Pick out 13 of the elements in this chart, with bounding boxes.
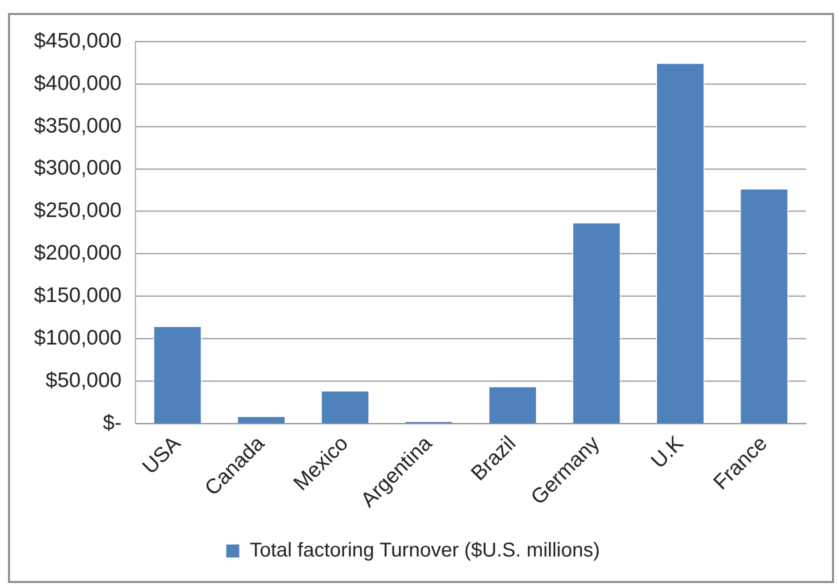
y-tick-label: $100,000	[34, 326, 122, 350]
y-tick-label: $50,000	[46, 368, 122, 392]
y-tick-label: $350,000	[34, 114, 122, 138]
y-tick-label: $400,000	[34, 72, 122, 95]
y-tick-label: $450,000	[34, 29, 122, 52]
x-tick-label: USA	[138, 432, 186, 479]
y-tick-label: $250,000	[34, 199, 122, 222]
y-tick-label: $150,000	[34, 284, 122, 308]
x-tick-label: U.K	[646, 432, 688, 473]
y-tick-label: $200,000	[34, 242, 122, 265]
y-tick-label: $-	[102, 411, 122, 434]
y-tick-label: $300,000	[34, 156, 122, 180]
legend-label: Total factoring Turnover ($U.S. millions)	[250, 540, 600, 562]
